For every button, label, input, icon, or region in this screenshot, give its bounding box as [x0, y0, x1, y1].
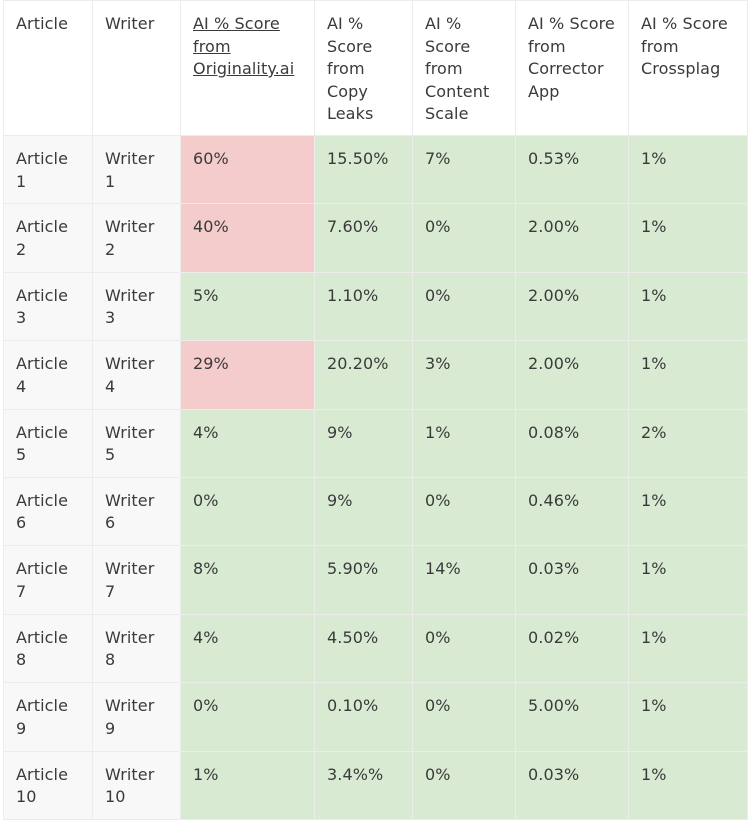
article-cell: Article 1	[3, 134, 93, 205]
correctorapp-score-cell: 0.03%	[515, 750, 629, 820]
writer-cell: Writer 5	[92, 408, 181, 478]
originality-score-cell: 0%	[180, 682, 315, 752]
ai-score-comparison-table: Article Writer AI % Score from Originali…	[3, 0, 748, 820]
writer-cell: Writer 4	[92, 340, 181, 410]
contentscale-score-cell: 0%	[412, 203, 516, 273]
header-writer: Writer	[92, 0, 181, 136]
header-article: Article	[3, 0, 93, 136]
copyleaks-score-cell: 20.20%	[314, 340, 413, 410]
contentscale-score-cell: 0%	[412, 271, 516, 342]
copyleaks-score-cell: 1.10%	[314, 271, 413, 342]
article-cell: Article 8	[3, 613, 93, 684]
table-row: Article 6 Writer 6 0% 9% 0% 0.46% 1%	[3, 476, 748, 547]
table-row: Article 7 Writer 7 8% 5.90% 14% 0.03% 1%	[3, 545, 748, 615]
table-row: Article 3 Writer 3 5% 1.10% 0% 2.00% 1%	[3, 271, 748, 342]
header-crossplag: AI % Score from Crossplag	[628, 0, 748, 136]
article-cell: Article 9	[3, 682, 93, 752]
header-corrector-app: AI % Score from Corrector App	[515, 0, 629, 136]
writer-cell: Writer 7	[92, 545, 181, 615]
contentscale-score-cell: 1%	[412, 408, 516, 478]
correctorapp-score-cell: 0.46%	[515, 476, 629, 547]
crossplag-score-cell: 1%	[628, 682, 748, 752]
originality-score-cell: 5%	[180, 271, 315, 342]
table-row: Article 10 Writer 10 1% 3.4%% 0% 0.03% 1…	[3, 750, 748, 820]
writer-cell: Writer 1	[92, 134, 181, 205]
article-cell: Article 7	[3, 545, 93, 615]
table-header-row: Article Writer AI % Score from Originali…	[3, 0, 748, 136]
article-cell: Article 3	[3, 271, 93, 342]
writer-cell: Writer 8	[92, 613, 181, 684]
crossplag-score-cell: 1%	[628, 203, 748, 273]
crossplag-score-cell: 1%	[628, 476, 748, 547]
originality-score-cell: 8%	[180, 545, 315, 615]
table-row: Article 9 Writer 9 0% 0.10% 0% 5.00% 1%	[3, 682, 748, 752]
crossplag-score-cell: 1%	[628, 134, 748, 205]
originality-score-cell: 1%	[180, 750, 315, 820]
originality-score-cell: 60%	[180, 134, 315, 205]
correctorapp-score-cell: 0.08%	[515, 408, 629, 478]
table-row: Article 1 Writer 1 60% 15.50% 7% 0.53% 1…	[3, 134, 748, 205]
header-content-scale: AI % Score from Content Scale	[412, 0, 516, 136]
article-cell: Article 5	[3, 408, 93, 478]
originality-score-cell: 40%	[180, 203, 315, 273]
crossplag-score-cell: 1%	[628, 271, 748, 342]
originality-score-cell: 4%	[180, 408, 315, 478]
copyleaks-score-cell: 7.60%	[314, 203, 413, 273]
contentscale-score-cell: 0%	[412, 613, 516, 684]
contentscale-score-cell: 0%	[412, 476, 516, 547]
header-copy-leaks: AI % Score from Copy Leaks	[314, 0, 413, 136]
crossplag-score-cell: 2%	[628, 408, 748, 478]
article-cell: Article 2	[3, 203, 93, 273]
contentscale-score-cell: 0%	[412, 750, 516, 820]
crossplag-score-cell: 1%	[628, 750, 748, 820]
writer-cell: Writer 10	[92, 750, 181, 820]
table-row: Article 5 Writer 5 4% 9% 1% 0.08% 2%	[3, 408, 748, 478]
originality-score-cell: 4%	[180, 613, 315, 684]
header-originality-ai: AI % Score from Originality.ai	[180, 0, 315, 136]
originality-ai-link[interactable]: AI % Score from Originality.ai	[193, 14, 295, 78]
copyleaks-score-cell: 3.4%%	[314, 750, 413, 820]
table-row: Article 4 Writer 4 29% 20.20% 3% 2.00% 1…	[3, 340, 748, 410]
article-cell: Article 4	[3, 340, 93, 410]
originality-score-cell: 0%	[180, 476, 315, 547]
crossplag-score-cell: 1%	[628, 340, 748, 410]
contentscale-score-cell: 0%	[412, 682, 516, 752]
copyleaks-score-cell: 0.10%	[314, 682, 413, 752]
correctorapp-score-cell: 2.00%	[515, 340, 629, 410]
correctorapp-score-cell: 2.00%	[515, 203, 629, 273]
correctorapp-score-cell: 0.02%	[515, 613, 629, 684]
contentscale-score-cell: 14%	[412, 545, 516, 615]
writer-cell: Writer 9	[92, 682, 181, 752]
correctorapp-score-cell: 0.53%	[515, 134, 629, 205]
article-cell: Article 6	[3, 476, 93, 547]
correctorapp-score-cell: 2.00%	[515, 271, 629, 342]
table-row: Article 2 Writer 2 40% 7.60% 0% 2.00% 1%	[3, 203, 748, 273]
correctorapp-score-cell: 5.00%	[515, 682, 629, 752]
copyleaks-score-cell: 5.90%	[314, 545, 413, 615]
writer-cell: Writer 6	[92, 476, 181, 547]
correctorapp-score-cell: 0.03%	[515, 545, 629, 615]
table-row: Article 8 Writer 8 4% 4.50% 0% 0.02% 1%	[3, 613, 748, 684]
copyleaks-score-cell: 9%	[314, 476, 413, 547]
article-cell: Article 10	[3, 750, 93, 820]
crossplag-score-cell: 1%	[628, 545, 748, 615]
copyleaks-score-cell: 15.50%	[314, 134, 413, 205]
writer-cell: Writer 3	[92, 271, 181, 342]
copyleaks-score-cell: 9%	[314, 408, 413, 478]
contentscale-score-cell: 3%	[412, 340, 516, 410]
writer-cell: Writer 2	[92, 203, 181, 273]
contentscale-score-cell: 7%	[412, 134, 516, 205]
copyleaks-score-cell: 4.50%	[314, 613, 413, 684]
originality-score-cell: 29%	[180, 340, 315, 410]
crossplag-score-cell: 1%	[628, 613, 748, 684]
